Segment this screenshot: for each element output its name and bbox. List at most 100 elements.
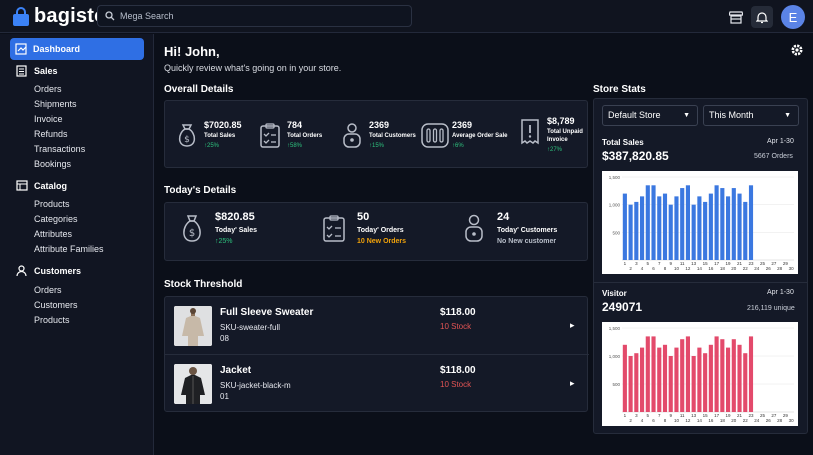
chart-bar bbox=[634, 201, 639, 260]
chart-bar bbox=[726, 196, 731, 260]
store-icon[interactable] bbox=[729, 10, 743, 24]
x-tick-label: 12 bbox=[685, 266, 691, 271]
sidebar-item-refunds[interactable]: Refunds bbox=[34, 129, 68, 139]
stat-value: $8,789 bbox=[547, 116, 575, 126]
brand-logo[interactable]: bagisto bbox=[12, 5, 107, 28]
chart-bar bbox=[651, 185, 656, 260]
sidebar-item-customers[interactable]: Customers bbox=[16, 265, 81, 277]
sidebar-item-catalog[interactable]: Catalog bbox=[16, 180, 67, 191]
stat-value: 2369 bbox=[452, 120, 473, 130]
top-bar: bagisto Mega Search E bbox=[0, 0, 813, 33]
sidebar-item-transactions[interactable]: Transactions bbox=[34, 144, 86, 154]
sidebar-item-sales[interactable]: Sales bbox=[16, 65, 58, 77]
today-note: ↑25% bbox=[215, 238, 233, 245]
x-tick-label: 1 bbox=[624, 261, 627, 266]
chart-bar bbox=[743, 201, 748, 260]
sidebar-item-invoice[interactable]: Invoice bbox=[34, 114, 63, 124]
today-label: Today' Customers bbox=[497, 227, 558, 234]
x-tick-label: 16 bbox=[708, 418, 714, 423]
total-sales-title: Total Sales bbox=[602, 138, 644, 147]
sidebar-item-attribute-families[interactable]: Attribute Families bbox=[34, 244, 104, 254]
y-tick-label: 1,000 bbox=[609, 354, 621, 359]
today-customers: 24 Today' Customers No New customer bbox=[458, 211, 557, 245]
stat-change: ↑27% bbox=[547, 147, 563, 153]
invoice-icon bbox=[521, 119, 539, 145]
x-tick-label: 5 bbox=[647, 413, 650, 418]
x-tick-label: 14 bbox=[697, 266, 703, 271]
search-input[interactable]: Mega Search bbox=[97, 5, 412, 27]
chart-bar bbox=[680, 339, 685, 412]
x-tick-label: 3 bbox=[635, 413, 638, 418]
chart-bar bbox=[645, 336, 650, 412]
stock-threshold-panel: Full Sleeve Sweater SKU-sweater-full 08 … bbox=[164, 296, 589, 413]
sidebar-item-bookings[interactable]: Bookings bbox=[34, 159, 72, 169]
stat-change: ↑58% bbox=[287, 143, 303, 149]
stat-label: Total Orders bbox=[287, 133, 323, 139]
overall-details-heading: Overall Details bbox=[164, 84, 234, 95]
avatar[interactable]: E bbox=[781, 5, 805, 29]
x-tick-label: 4 bbox=[641, 266, 644, 271]
total-sales-count: 5667 Orders bbox=[754, 153, 793, 160]
sidebar-item-label: Sales bbox=[34, 66, 58, 76]
list-item[interactable]: Full Sleeve Sweater SKU-sweater-full 08 … bbox=[165, 297, 589, 355]
sidebar-item-customer-orders[interactable]: Orders bbox=[34, 285, 62, 295]
sidebar-item-dashboard[interactable]: Dashboard bbox=[10, 38, 144, 60]
chart-bar bbox=[640, 196, 645, 260]
product-stock: 10 Stock bbox=[440, 380, 472, 389]
x-tick-label: 19 bbox=[726, 413, 732, 418]
sidebar-item-products[interactable]: Products bbox=[34, 199, 70, 209]
x-tick-label: 29 bbox=[783, 413, 789, 418]
sidebar-item-shipments[interactable]: Shipments bbox=[34, 99, 77, 109]
x-tick-label: 26 bbox=[766, 266, 772, 271]
stat-label: Average Order Sale bbox=[452, 133, 508, 139]
product-price: $118.00 bbox=[440, 307, 476, 318]
notification-button[interactable] bbox=[751, 6, 773, 28]
chart-bar bbox=[651, 336, 656, 412]
x-tick-label: 25 bbox=[760, 413, 766, 418]
chevron-right-icon[interactable]: ▸ bbox=[570, 378, 575, 388]
gear-icon[interactable] bbox=[790, 43, 804, 57]
sales-chart: 1,500 1,000 500 1 2 3 4 5 6 7 8 9 10 11 12 13 14 15 16 17 18… bbox=[602, 171, 798, 274]
chart-bar bbox=[697, 196, 702, 260]
money-bag-icon: $ bbox=[178, 124, 196, 147]
brand-name: bagisto bbox=[34, 5, 107, 27]
x-tick-label: 30 bbox=[789, 266, 795, 271]
x-tick-label: 25 bbox=[760, 261, 766, 266]
overall-details-panel: $ $7020.85 Total Sales ↑25% 784 Total Order… bbox=[164, 100, 588, 168]
stat-value: 2369 bbox=[369, 120, 390, 130]
x-tick-label: 18 bbox=[720, 266, 726, 271]
chart-bar bbox=[640, 347, 645, 412]
sidebar-item-categories[interactable]: Categories bbox=[34, 214, 78, 224]
page-subtitle: Quickly review what's going on in your s… bbox=[164, 63, 342, 73]
chart-bar bbox=[726, 347, 731, 412]
x-tick-label: 24 bbox=[754, 266, 760, 271]
chart-bar bbox=[697, 347, 702, 412]
sidebar-item-attributes[interactable]: Attributes bbox=[34, 229, 73, 239]
period-select[interactable]: This Month ▼ bbox=[703, 105, 799, 126]
sidebar-item-orders[interactable]: Orders bbox=[34, 84, 62, 94]
sidebar-item-customer-products[interactable]: Products bbox=[34, 315, 70, 325]
product-name: Full Sleeve Sweater bbox=[220, 307, 314, 318]
today-label: Today' Sales bbox=[215, 227, 257, 234]
x-tick-label: 7 bbox=[658, 413, 661, 418]
sidebar-item-customer-list[interactable]: Customers bbox=[34, 300, 78, 310]
chart-bar bbox=[703, 201, 708, 260]
chart-bar bbox=[674, 196, 679, 260]
x-tick-label: 27 bbox=[771, 261, 777, 266]
sidebar-item-label: Dashboard bbox=[33, 44, 81, 54]
sidebar-item-label: Customers bbox=[34, 266, 82, 276]
x-tick-label: 28 bbox=[777, 418, 783, 423]
x-tick-label: 23 bbox=[748, 413, 754, 418]
stat-total-sales: $ $7020.85 Total Sales ↑25% bbox=[172, 120, 242, 150]
sidebar: Dashboard Sales Orders Shipments Invoice… bbox=[0, 34, 154, 455]
store-select[interactable]: Default Store ▼ bbox=[602, 105, 698, 126]
list-item[interactable]: Jacket SKU-jacket-black-m 01 $118.00 10 … bbox=[165, 355, 589, 413]
visitor-count: 216,119 unique bbox=[747, 305, 795, 312]
product-stock: 10 Stock bbox=[440, 322, 472, 331]
chevron-right-icon[interactable]: ▸ bbox=[570, 320, 575, 330]
chart-bar bbox=[714, 336, 719, 412]
store-stats-heading: Store Stats bbox=[593, 84, 646, 95]
x-tick-label: 30 bbox=[789, 418, 795, 423]
chart-bar bbox=[680, 188, 685, 260]
chart-bar bbox=[668, 356, 673, 412]
